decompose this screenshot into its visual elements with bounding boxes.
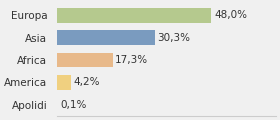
Bar [57,53,113,67]
Text: 4,2%: 4,2% [73,77,100,87]
Text: 30,3%: 30,3% [157,33,190,43]
Bar [57,8,211,23]
Text: 17,3%: 17,3% [115,55,148,65]
Bar [57,75,71,90]
Text: 48,0%: 48,0% [214,10,247,20]
Bar [57,30,155,45]
Text: 0,1%: 0,1% [60,100,86,110]
